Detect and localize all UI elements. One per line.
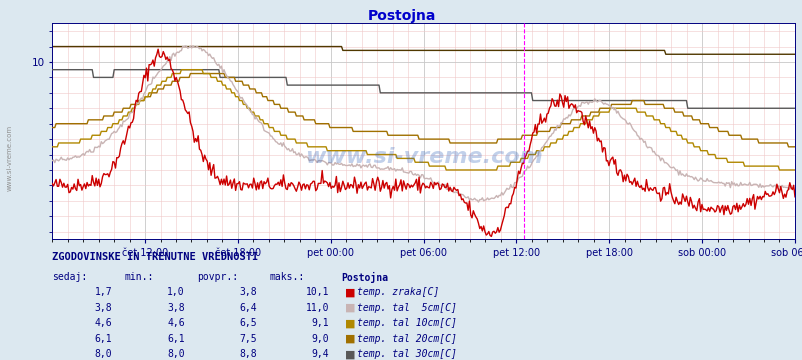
Text: 9,4: 9,4: [311, 349, 329, 359]
Text: 1,0: 1,0: [167, 287, 184, 297]
Text: 1,7: 1,7: [95, 287, 112, 297]
Text: ■: ■: [345, 318, 355, 328]
Text: 9,1: 9,1: [311, 318, 329, 328]
Text: 11,0: 11,0: [306, 303, 329, 313]
Text: sedaj:: sedaj:: [52, 272, 87, 282]
Text: ■: ■: [345, 303, 355, 313]
Text: temp. tal 20cm[C]: temp. tal 20cm[C]: [357, 334, 456, 344]
Text: ■: ■: [345, 349, 355, 359]
Text: min.:: min.:: [124, 272, 154, 282]
Text: 4,6: 4,6: [167, 318, 184, 328]
Text: 9,0: 9,0: [311, 334, 329, 344]
Text: 8,0: 8,0: [167, 349, 184, 359]
Text: Postojna: Postojna: [367, 9, 435, 23]
Text: temp. tal 30cm[C]: temp. tal 30cm[C]: [357, 349, 456, 359]
Text: ■: ■: [345, 334, 355, 344]
Text: temp. tal  5cm[C]: temp. tal 5cm[C]: [357, 303, 456, 313]
Text: maks.:: maks.:: [269, 272, 304, 282]
Text: ZGODOVINSKE IN TRENUTNE VREDNOSTI: ZGODOVINSKE IN TRENUTNE VREDNOSTI: [52, 252, 258, 262]
Text: 3,8: 3,8: [95, 303, 112, 313]
Text: temp. tal 10cm[C]: temp. tal 10cm[C]: [357, 318, 456, 328]
Text: povpr.:: povpr.:: [196, 272, 237, 282]
Text: 10,1: 10,1: [306, 287, 329, 297]
Text: temp. zraka[C]: temp. zraka[C]: [357, 287, 439, 297]
Text: 4,6: 4,6: [95, 318, 112, 328]
Text: 6,4: 6,4: [239, 303, 257, 313]
Text: www.si-vreme.com: www.si-vreme.com: [6, 125, 13, 192]
Text: ■: ■: [345, 287, 355, 297]
Text: 6,5: 6,5: [239, 318, 257, 328]
Text: 8,8: 8,8: [239, 349, 257, 359]
Text: 7,5: 7,5: [239, 334, 257, 344]
Text: Postojna: Postojna: [341, 272, 388, 283]
Text: 6,1: 6,1: [167, 334, 184, 344]
Text: 3,8: 3,8: [167, 303, 184, 313]
Text: www.si-vreme.com: www.si-vreme.com: [304, 147, 542, 167]
Text: 6,1: 6,1: [95, 334, 112, 344]
Text: 3,8: 3,8: [239, 287, 257, 297]
Text: 8,0: 8,0: [95, 349, 112, 359]
